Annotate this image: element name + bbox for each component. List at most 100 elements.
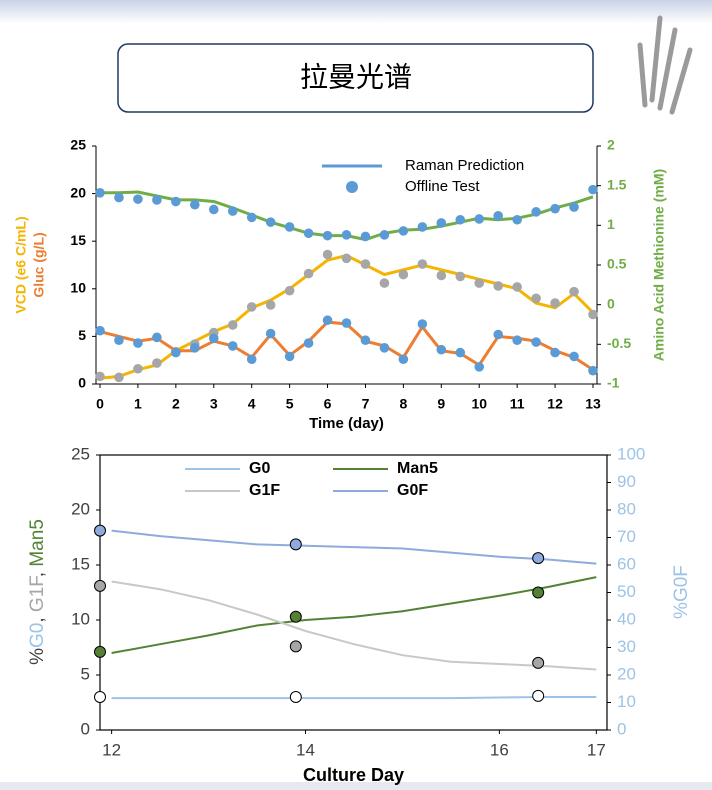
x-tick-label: 4	[248, 396, 256, 412]
x-tick-label: 2	[172, 396, 180, 412]
x-tick-label: 11	[510, 396, 525, 412]
data-point	[531, 293, 541, 304]
y-tick-label: 10	[70, 280, 86, 296]
data-point	[398, 354, 409, 365]
legend-label: Offline Test	[405, 178, 480, 195]
data-point	[474, 362, 485, 372]
marker-point	[289, 640, 302, 653]
legend-label: G0	[249, 460, 270, 477]
data-point	[379, 230, 390, 240]
data-point	[284, 351, 295, 362]
data-point	[455, 214, 466, 225]
data-point	[398, 269, 409, 280]
data-point	[360, 231, 371, 242]
x-tick-label: 12	[102, 740, 121, 759]
y2-tick-label: -1	[607, 375, 620, 391]
x-tick-label: 10	[471, 396, 487, 412]
data-point	[569, 202, 579, 212]
data-point	[455, 347, 466, 358]
data-point	[265, 300, 276, 310]
data-point	[417, 259, 428, 269]
data-point	[133, 363, 143, 374]
y-axis-title-part: ,	[27, 612, 48, 623]
x-tick-label: 0	[96, 396, 104, 412]
data-point	[474, 214, 485, 224]
data-point	[265, 217, 276, 227]
y-axis-title-part: %	[27, 648, 48, 665]
y-tick-label: 5	[78, 327, 86, 343]
y-tick-label: 0	[78, 375, 86, 391]
data-point	[246, 212, 257, 223]
data-point	[379, 278, 390, 288]
data-point	[95, 325, 105, 336]
data-point	[284, 285, 295, 296]
y-tick-label: 20	[70, 184, 86, 200]
data-point	[512, 282, 522, 292]
series-line	[111, 576, 597, 654]
data-point	[550, 298, 560, 308]
series-line	[99, 320, 594, 371]
slide-title: 拉曼光谱	[300, 61, 412, 94]
data-point	[474, 278, 485, 288]
marker-point	[532, 552, 545, 565]
series-line	[99, 253, 595, 380]
legend-label: Raman Prediction	[405, 157, 524, 174]
y2-tick-label: 40	[617, 609, 636, 628]
y-tick-label: 15	[70, 232, 86, 248]
marker-point	[94, 645, 106, 658]
y-axis-title-part: Man5	[27, 519, 48, 567]
x-tick-label: 16	[490, 740, 509, 759]
data-point	[227, 206, 238, 216]
y2-tick-label: 2	[607, 137, 615, 153]
probe-illustration	[637, 15, 693, 115]
y2-tick-label: 1.5	[607, 176, 627, 192]
x-tick-label: 1	[134, 396, 142, 412]
x-tick-label: 14	[296, 740, 315, 759]
data-point	[512, 335, 522, 346]
data-point	[341, 253, 352, 264]
y-tick-label: 25	[71, 444, 90, 463]
y2-tick-label: 0	[607, 295, 615, 311]
data-point	[398, 226, 409, 236]
y-tick-label: 10	[71, 609, 90, 628]
marker-point	[289, 610, 302, 623]
y-tick-label: 15	[71, 554, 90, 573]
y-axis-title: Gluc (g/L)	[31, 232, 47, 297]
y-tick-label: 0	[81, 719, 90, 738]
data-point	[208, 204, 219, 215]
legend-label: Man5	[397, 460, 438, 477]
data-point	[569, 351, 579, 362]
data-point	[588, 365, 598, 376]
data-point	[588, 184, 598, 195]
x-tick-label: 17	[587, 740, 606, 759]
x-tick-label: 7	[362, 396, 370, 412]
data-point	[588, 309, 598, 320]
marker-point	[289, 538, 302, 551]
data-point	[531, 337, 541, 347]
data-point	[114, 372, 124, 383]
x-tick-label: 13	[585, 396, 601, 412]
x-tick-label: 8	[399, 396, 407, 412]
data-point	[493, 211, 503, 221]
x-tick-label: 6	[324, 396, 332, 412]
x-tick-label: 9	[437, 396, 445, 412]
data-point	[379, 343, 390, 353]
series-line	[111, 529, 597, 565]
data-point	[246, 354, 257, 365]
y2-axis-title: Amino Acid Methionine (mM)	[651, 169, 667, 361]
title-box	[117, 43, 594, 113]
bottom-band	[0, 782, 712, 790]
data-point	[569, 286, 579, 297]
data-point	[303, 228, 314, 239]
data-point	[152, 195, 162, 205]
data-point	[246, 302, 257, 312]
marker-point	[532, 689, 545, 702]
y2-tick-label: 0	[617, 719, 626, 738]
data-point	[436, 344, 447, 355]
data-point	[171, 196, 181, 207]
y2-tick-label: 60	[617, 554, 636, 573]
data-point	[550, 347, 560, 358]
data-point	[436, 218, 447, 228]
